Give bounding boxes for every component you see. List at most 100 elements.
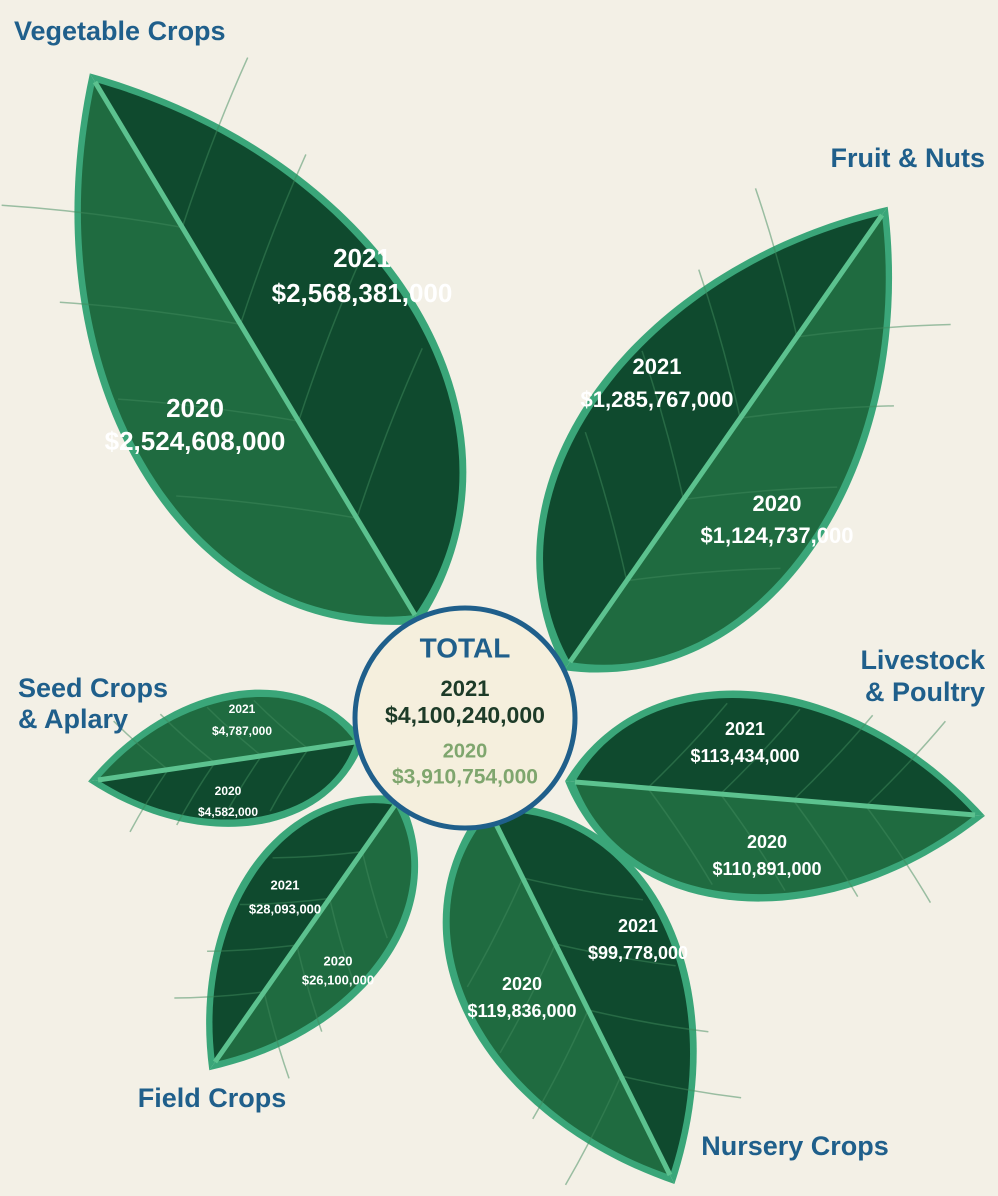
total-value: $4,100,240,000 <box>385 702 545 728</box>
leaf-midrib <box>574 779 976 818</box>
total-label: TOTAL <box>420 632 511 663</box>
leaf-half <box>214 805 412 1063</box>
leaf-vein <box>176 495 357 519</box>
leaf-vein <box>222 755 263 819</box>
value: $4,787,000 <box>212 724 272 738</box>
year: 2021 <box>633 354 682 379</box>
category-name: Field Crops <box>138 1083 287 1113</box>
category-name: Fruit & Nuts <box>831 143 986 173</box>
leaf-vein <box>263 991 290 1079</box>
leaf-vein <box>740 405 894 419</box>
leaf-half <box>575 698 976 816</box>
leaf-vein <box>117 398 299 422</box>
value: $1,285,767,000 <box>581 387 734 412</box>
leaf-vein <box>361 851 388 939</box>
leaf-midrib <box>97 739 356 783</box>
leaf-vein <box>296 945 323 1032</box>
year: 2021 <box>618 916 658 936</box>
value: $119,836,000 <box>467 1001 576 1021</box>
year: 2020 <box>166 393 224 423</box>
leaf-vein <box>174 991 265 999</box>
leaf-half <box>80 82 415 617</box>
leaf-vein <box>719 793 786 892</box>
leaf-vein <box>532 1009 589 1120</box>
category-name: Vegetable Crops <box>14 16 226 46</box>
category-name: & Aplary <box>18 704 128 734</box>
year: 2021 <box>725 719 765 739</box>
leaf-vein <box>269 748 309 812</box>
leaf-vein <box>620 1075 742 1099</box>
leaf-vein <box>239 154 307 325</box>
leaf-vein <box>239 897 330 906</box>
leaf-vein <box>1 204 183 229</box>
leaf-half <box>490 811 690 1176</box>
total-year: 2020 <box>443 740 488 762</box>
leaf-vein <box>865 805 932 904</box>
value: $4,582,000 <box>198 805 258 819</box>
leaf-vein <box>555 943 676 967</box>
leaf-vein <box>129 769 169 833</box>
leaf-half <box>98 696 355 780</box>
leaf-half <box>98 742 355 820</box>
leaf <box>565 690 985 904</box>
leaf-vein <box>356 347 423 519</box>
year: 2020 <box>502 974 542 994</box>
category-name: Nursery Crops <box>701 1131 889 1161</box>
leaf-midrib <box>92 80 418 617</box>
leaf-vein <box>466 877 524 988</box>
category-name: Livestock <box>860 645 986 675</box>
value: $99,778,000 <box>588 943 688 963</box>
leaf-midrib <box>567 213 885 664</box>
leaf-vein <box>328 898 356 986</box>
leaf-vein <box>159 713 216 764</box>
year: 2020 <box>747 832 787 852</box>
leaf-vein <box>564 1075 622 1186</box>
leaf <box>88 689 365 833</box>
leaf-vein <box>698 269 741 419</box>
leaf-midrib <box>212 803 398 1064</box>
leaf-vein <box>499 943 557 1054</box>
leaf-vein <box>796 323 951 338</box>
value: $2,524,608,000 <box>105 426 286 456</box>
leaf-half <box>543 215 882 662</box>
leaf-vein <box>683 486 838 501</box>
leaf-vein <box>584 431 628 581</box>
category-name: Seed Crops <box>18 673 168 703</box>
year: 2020 <box>753 491 802 516</box>
leaf-vein <box>113 720 169 771</box>
year: 2021 <box>333 243 391 273</box>
leaf-vein <box>207 944 297 953</box>
leaf <box>1 57 467 625</box>
leaf <box>442 803 742 1186</box>
value: $110,891,000 <box>712 859 821 879</box>
leaf-vein <box>865 720 946 807</box>
value: $113,434,000 <box>690 746 799 766</box>
labels: Vegetable Crops 2021 $2,568,381,000 2020… <box>14 16 986 1161</box>
value: $2,568,381,000 <box>272 278 453 308</box>
leaf-vein <box>719 708 801 795</box>
total-circle <box>352 605 578 831</box>
year: 2021 <box>271 877 300 892</box>
leaf-vein <box>754 188 798 338</box>
year: 2020 <box>324 953 353 968</box>
year: 2020 <box>215 784 242 798</box>
year: 2021 <box>229 702 256 716</box>
leaf-vein <box>641 350 685 500</box>
leaf-vein <box>206 706 263 757</box>
leaf-vein <box>176 762 216 826</box>
leaf <box>536 188 951 673</box>
leaf-half <box>449 812 671 1176</box>
leaf-vein <box>181 57 249 228</box>
leaf-vein <box>297 251 365 422</box>
value: $1,124,737,000 <box>701 523 854 548</box>
leaf-vein <box>253 699 309 750</box>
value: $26,100,000 <box>302 972 374 987</box>
leaf <box>174 795 418 1079</box>
leaf-midrib <box>487 810 673 1177</box>
leaf-half <box>575 782 976 895</box>
leaf-vein <box>588 1009 709 1033</box>
leaf-vein <box>522 877 644 901</box>
leaf-vein <box>647 787 713 886</box>
